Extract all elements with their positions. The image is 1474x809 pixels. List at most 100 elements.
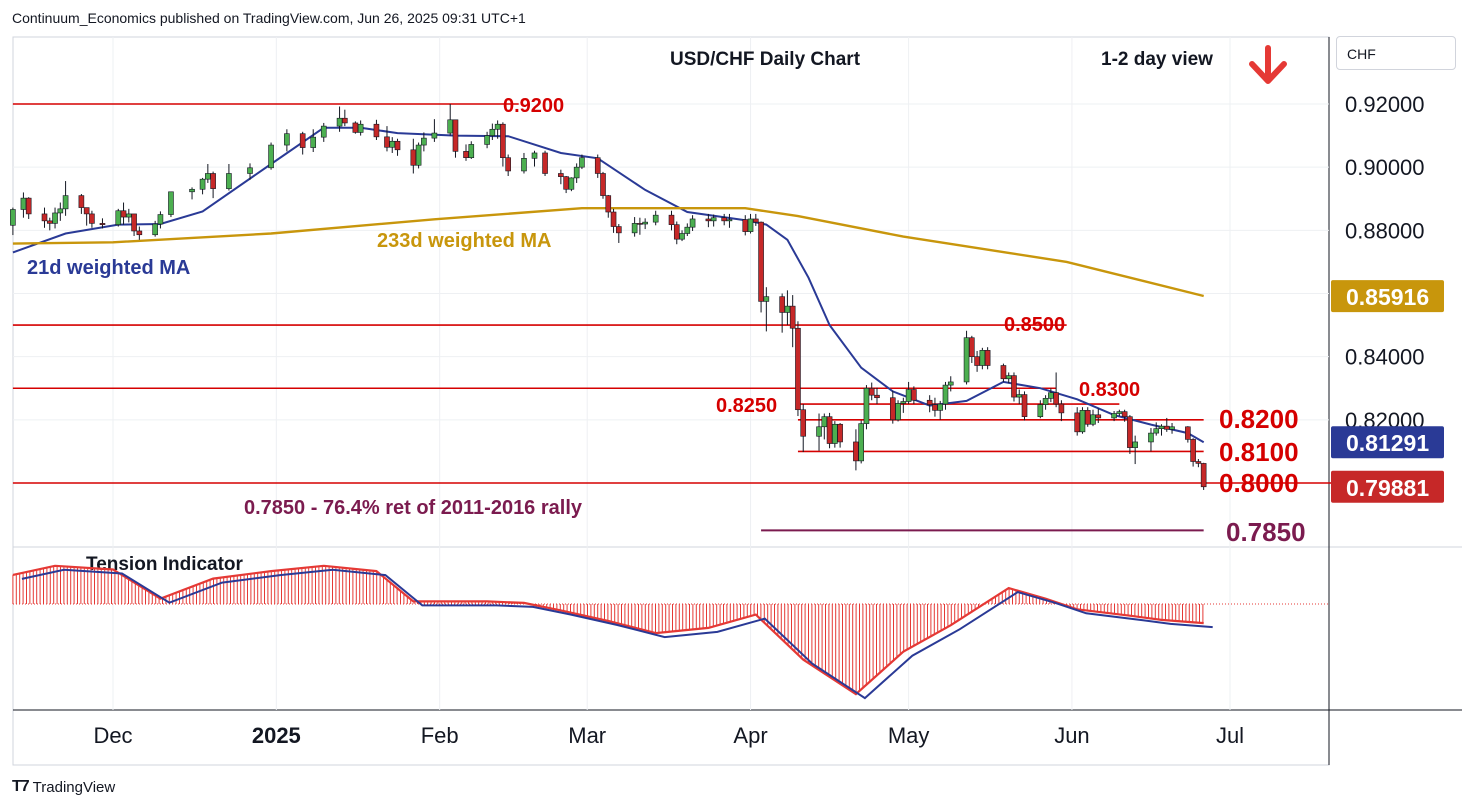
candle [816,426,822,437]
y-tick-label: 0.92000 [1345,92,1425,117]
candle [753,218,759,223]
candle [742,219,749,232]
candle [25,197,32,215]
price-badge [1331,470,1444,503]
candle [1090,414,1096,425]
candle [57,208,64,214]
candle [1042,398,1049,405]
x-tick-label: May [888,723,930,748]
candle [336,117,343,127]
candle [373,123,380,138]
candle [489,128,496,136]
candle [10,209,16,226]
candle [157,214,164,225]
candle [284,133,290,146]
level-label: 0.8200 [1219,404,1299,434]
candle [800,409,807,437]
candle [558,173,564,177]
candle [689,218,696,228]
candle [78,195,85,208]
x-tick-label: Dec [93,723,132,748]
candle [1148,432,1154,443]
candle [205,173,211,180]
candle [1053,392,1059,405]
series-label: 233d weighted MA [377,230,551,252]
candle [721,217,727,222]
candle [789,305,796,329]
candle [1111,413,1117,419]
candle [1000,365,1007,380]
candle [573,166,580,179]
candle [1037,404,1044,417]
annotation-label: 0.7850 - 76.4% ret of 2011-2016 rally [244,497,583,519]
price-badge-label: 0.81291 [1346,430,1429,456]
candle [726,219,733,222]
level-label: 0.9200 [503,95,564,117]
candle [415,144,422,166]
candle [563,176,569,190]
candle [637,223,643,225]
candle [463,151,469,158]
candle [20,197,27,210]
candle [83,207,90,215]
x-tick-label: 2025 [252,723,301,748]
candle [568,177,575,190]
candle [210,173,216,189]
down-arrow-icon [1249,45,1287,84]
candle [684,226,691,234]
level-label: 0.8100 [1219,437,1299,467]
candle [394,140,401,151]
candle [747,218,754,232]
candle [926,399,933,405]
candle [937,403,944,411]
candle [41,213,48,222]
candle [631,223,638,234]
candle [384,136,390,148]
y-tick-label: 0.90000 [1345,155,1425,180]
candle [963,337,970,383]
candle [911,389,917,401]
candle [763,296,770,302]
candle [1095,414,1102,419]
publisher-line: Continuum_Economics published on Trading… [12,10,526,26]
candle [484,135,490,145]
candle [1021,394,1028,417]
candle [795,327,801,411]
candle [299,133,306,148]
candle [974,356,980,366]
candle [189,188,195,193]
candle [52,212,58,224]
candle [594,157,601,174]
candle [947,381,954,386]
candle [531,152,538,159]
candle [1185,426,1191,440]
candle [784,305,791,313]
candle [895,403,901,421]
candle [1048,392,1054,399]
candle [247,167,253,174]
candle [1163,425,1170,430]
candle [152,223,158,236]
y-tick-label: 0.84000 [1345,345,1425,370]
candle [1058,403,1065,414]
candle [779,296,785,313]
plot-frame [12,36,1330,766]
candle [610,211,617,227]
candle [984,350,991,366]
candle [342,117,348,124]
currency-selector[interactable]: CHF [1336,36,1456,70]
candle [1132,441,1138,448]
x-tick-label: Apr [733,723,767,748]
level-label: 0.8300 [1079,379,1140,401]
candle [932,404,938,411]
candle [668,214,675,225]
candle [494,123,501,130]
candle [120,210,127,218]
candle [521,158,527,172]
candle [1116,411,1123,414]
candle [652,214,659,223]
x-tick-label: Jul [1216,723,1244,748]
candle [452,119,459,152]
